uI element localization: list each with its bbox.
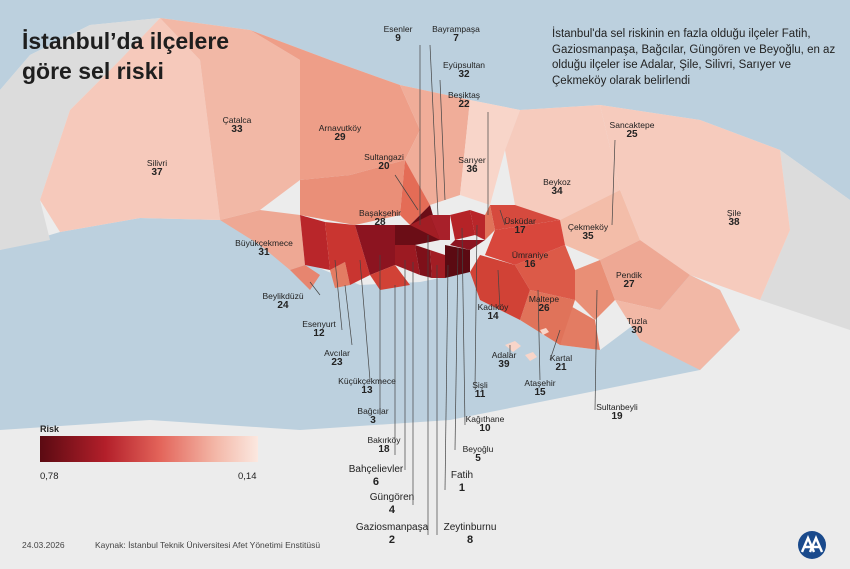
district-label-bahcelievler: Bahçelievler 6 bbox=[348, 464, 404, 488]
district-shape-kucukcekmece bbox=[325, 222, 370, 285]
district-shape-uskudar bbox=[490, 205, 560, 230]
title-line-2: göre sel riski bbox=[22, 58, 164, 84]
district-label-atasehir: Ataşehir 15 bbox=[524, 378, 556, 398]
district-label-basaksehir: Başakşehir 28 bbox=[358, 208, 402, 228]
legend-title: Risk bbox=[40, 424, 60, 434]
district-shape-zeytinburnu bbox=[430, 250, 445, 278]
district-label-esenler: Esenler 9 bbox=[383, 24, 413, 44]
district-shape-adalar bbox=[505, 328, 549, 361]
district-label-besiktas: Beşiktaş 22 bbox=[447, 90, 481, 110]
map-title: İstanbul’da ilçelere göre sel riski bbox=[22, 26, 282, 86]
district-label-arnavutkoy: Arnavutköy 29 bbox=[318, 123, 362, 143]
district-label-esenyurt: Esenyurt 12 bbox=[302, 319, 336, 339]
district-shape-beyoglu bbox=[450, 240, 485, 250]
district-shape-kagithane bbox=[450, 210, 475, 240]
district-shape-beylikduzu bbox=[290, 265, 320, 290]
outer-land bbox=[0, 18, 160, 250]
district-shape-arnavutkoy bbox=[250, 30, 420, 180]
district-label-bayrampasa: Bayrampaşa 7 bbox=[432, 24, 480, 44]
district-label-sariyer: Sarıyer 36 bbox=[458, 155, 486, 175]
marmara-sea bbox=[0, 218, 740, 430]
district-label-sultanbeyli: Sultanbeyli 19 bbox=[596, 402, 638, 422]
district-label-pendik: Pendik 27 bbox=[616, 270, 642, 290]
district-label-kagithane: Kağıthane 10 bbox=[465, 414, 505, 434]
district-label-maltepe: Maltepe 26 bbox=[528, 294, 560, 314]
district-shape-maltepe bbox=[520, 290, 575, 345]
district-label-gaziosmanpasa: Gaziosmanpaşa 2 bbox=[355, 522, 429, 546]
district-label-beykoz: Beykoz 34 bbox=[543, 177, 571, 197]
legend-min-label: 0,78 bbox=[40, 471, 59, 482]
aa-logo-icon bbox=[798, 531, 826, 559]
footer-source: Kaynak: İstanbul Teknik Üniversitesi Afe… bbox=[95, 540, 321, 550]
district-label-tuzla: Tuzla 30 bbox=[626, 316, 648, 336]
district-shape-sultanbeyli bbox=[575, 260, 615, 320]
district-shape-atasehir bbox=[515, 245, 575, 300]
district-label-silivri: Silivri 37 bbox=[146, 158, 168, 178]
footer-date: 24.03.2026 bbox=[22, 540, 65, 550]
district-label-bagcilar: Bağcılar 3 bbox=[357, 406, 389, 426]
district-shape-silivri bbox=[40, 18, 220, 232]
district-label-umraniye: Ümraniye 16 bbox=[511, 250, 549, 270]
district-shape-avcilar bbox=[330, 262, 350, 288]
district-label-adalar: Adalar 39 bbox=[491, 350, 517, 370]
district-label-buyukcekmece: Büyükçekmece 31 bbox=[235, 238, 293, 258]
district-label-beylikduzu: Beylikdüzü 24 bbox=[262, 291, 304, 311]
district-shape-sile bbox=[600, 105, 790, 300]
district-shape-buyukcekmece bbox=[220, 210, 305, 270]
district-shape-tuzla bbox=[615, 275, 740, 370]
district-label-gungoren: Güngören 4 bbox=[369, 492, 415, 516]
district-label-sultangazi: Sultangazi 20 bbox=[364, 152, 404, 172]
district-label-avcilar: Avcılar 23 bbox=[324, 348, 350, 368]
district-shape-sariyer bbox=[460, 100, 520, 205]
district-label-kadikoy: Kadıköy 14 bbox=[477, 302, 509, 322]
black-sea bbox=[0, 0, 850, 200]
district-shape-esenyurt bbox=[300, 215, 330, 270]
legend-max-label: 0,14 bbox=[238, 471, 257, 482]
district-label-kartal: Kartal 21 bbox=[549, 353, 573, 373]
district-shape-basaksehir bbox=[300, 160, 405, 225]
district-shape-bahcelievler bbox=[395, 245, 420, 275]
district-label-sancaktepe: Sancaktepe 25 bbox=[609, 120, 655, 140]
legend-gradient bbox=[40, 436, 258, 462]
district-shape-pendik bbox=[600, 240, 690, 310]
district-label-bakirkoy: Bakırköy 18 bbox=[367, 435, 401, 455]
leader-lines bbox=[309, 44, 616, 535]
district-label-eyupsultan: Eyüpsultan 32 bbox=[442, 60, 486, 80]
info-text: İstanbul'da sel riskinin en fazla olduğu… bbox=[552, 28, 836, 87]
district-label-uskudar: Üsküdar 17 bbox=[504, 216, 536, 236]
district-shape-umraniye bbox=[485, 220, 565, 265]
district-label-sile: Şile 38 bbox=[726, 208, 742, 228]
district-shape-catalca bbox=[160, 18, 300, 220]
district-label-fatih: Fatih 1 bbox=[450, 470, 474, 494]
district-label-sisli: Şişli 11 bbox=[472, 380, 488, 400]
district-shape-cekmekoy bbox=[560, 190, 640, 260]
outer-land-east bbox=[760, 150, 850, 330]
district-shape-bagcilar bbox=[355, 225, 395, 275]
district-shape-beykoz bbox=[505, 105, 620, 220]
district-label-zeytinburnu: Zeytinburnu 8 bbox=[443, 522, 497, 546]
district-shape-sultangazi bbox=[400, 160, 430, 225]
title-line-1: İstanbul’da ilçelere bbox=[22, 28, 230, 54]
district-shape-kadikoy bbox=[470, 255, 530, 320]
district-label-cekmekoy: Çekmeköy 35 bbox=[567, 222, 609, 242]
district-label-beyoglu: Beyoğlu 5 bbox=[462, 444, 494, 464]
district-shape-bayrampasa bbox=[430, 215, 450, 240]
district-shape-sisli bbox=[470, 210, 485, 240]
district-shape-besiktas bbox=[485, 205, 495, 240]
district-label-kucukcekmece: Küçükçekmece 13 bbox=[338, 376, 396, 396]
district-label-catalca: Çatalca 33 bbox=[222, 115, 252, 135]
